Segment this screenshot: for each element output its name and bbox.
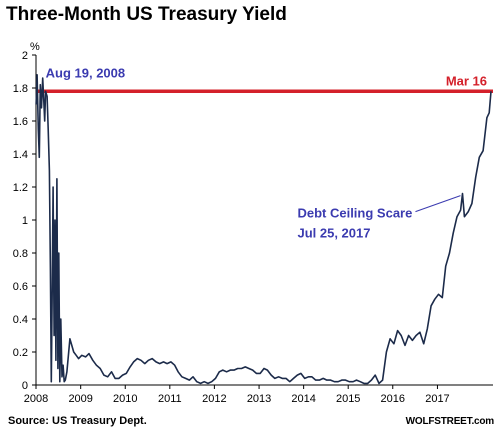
y-tick-label: 1.2 [13,182,28,194]
y-tick-label: 1.4 [13,149,28,161]
y-tick-label: 0.4 [13,314,28,326]
annotation-debt-ceiling-scare: Debt Ceiling Scare [297,206,412,221]
y-axis-label: % [30,41,40,53]
x-tick-label: 2015 [336,393,360,405]
y-tick-label: 1 [22,215,28,227]
x-tick-label: 2008 [24,393,48,405]
x-tick-label: 2012 [202,393,226,405]
x-tick-label: 2014 [291,393,315,405]
annotation-aug-19-2008: Aug 19, 2008 [46,65,126,80]
x-tick-label: 2017 [425,393,449,405]
y-tick-label: 1.8 [13,83,28,95]
y-tick-label: 0.6 [13,281,28,293]
y-axis: 0 0.2 0.4 0.6 0.8 1 1.2 1.4 1.6 1.8 2 [13,50,36,392]
y-tick-label: 0.8 [13,248,28,260]
x-tick-label: 2010 [113,393,137,405]
y-tick-label: 2 [22,50,28,62]
brand-logo: WOLFSTREET.com [405,416,495,427]
annotation-mar-16: Mar 16 [446,73,487,88]
series-line [35,74,492,385]
annotation-jul-25-2017: Jul 25, 2017 [297,226,370,241]
x-tick-label: 2013 [247,393,271,405]
y-tick-label: 0.2 [13,347,28,359]
x-tick-label: 2009 [68,393,92,405]
x-axis: 2008 2009 2010 2011 2012 2013 2014 2015 2016 2017 [24,385,450,405]
y-tick-label: 1.6 [13,116,28,128]
y-tick-label: 0 [22,380,28,392]
source-note: Source: US Treasury Dept. [8,415,147,427]
x-tick-label: 2016 [381,393,405,405]
x-tick-label: 2011 [158,393,182,405]
annotation-pointer-line [415,195,461,213]
chart-title: Three-Month US Treasury Yield [6,4,287,25]
